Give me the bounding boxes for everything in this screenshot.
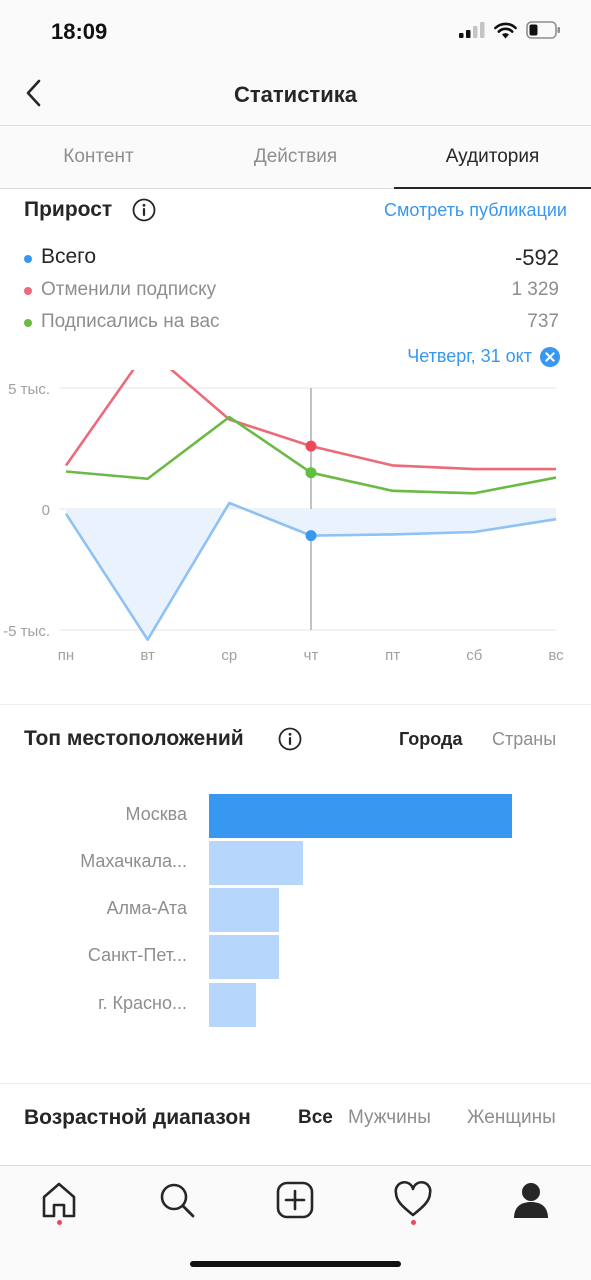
x-tick-label: вс	[548, 647, 564, 664]
battery-icon	[526, 21, 560, 39]
legend-label-total: Всего	[41, 245, 97, 268]
x-tick-label: пн	[58, 647, 74, 664]
age-tab-all[interactable]: Все	[298, 1107, 333, 1128]
age-tab-men[interactable]: Мужчины	[348, 1107, 431, 1128]
y-tick-label: 0	[42, 502, 50, 519]
home-indicator	[190, 1261, 401, 1267]
location-bar-row: Санкт-Пет...	[0, 935, 591, 979]
info-icon[interactable]	[132, 198, 156, 222]
activity-heart-icon[interactable]	[393, 1180, 433, 1220]
toggle-cities[interactable]: Города	[399, 729, 463, 749]
profile-icon[interactable]	[511, 1180, 551, 1220]
legend-value-followed: 737	[527, 311, 559, 332]
selected-date-chip[interactable]: Четверг, 31 окт	[407, 346, 560, 367]
legend-dot-unfollowed	[24, 287, 32, 295]
status-icons	[459, 21, 561, 39]
y-tick-label: 5 тыс.	[8, 381, 50, 398]
location-bar	[209, 888, 279, 932]
section-divider	[0, 1083, 591, 1084]
nav-bar: Статистика	[0, 62, 591, 126]
back-button[interactable]	[18, 76, 52, 110]
location-label: Махачкала...	[80, 851, 187, 871]
add-post-icon[interactable]	[275, 1180, 315, 1220]
series-area	[66, 502, 556, 640]
selected-date-label: Четверг, 31 окт	[407, 346, 532, 366]
legend-label-unfollowed: Отменили подписку	[41, 279, 217, 300]
legend-unfollowed: Отменили подписку 1 329	[24, 277, 559, 305]
growth-chart[interactable]: 5 тыс. 0 -5 тыс. пн вт ср чт пт сб вс	[0, 370, 591, 675]
location-label: Москва	[125, 804, 187, 824]
signal-icon	[459, 22, 485, 38]
see-posts-link[interactable]: Смотреть публикации	[384, 200, 567, 220]
legend-dot-followed	[24, 319, 32, 327]
status-time: 18:09	[51, 19, 108, 44]
search-icon[interactable]	[157, 1180, 197, 1220]
location-bar-row: г. Красно...	[0, 983, 591, 1027]
home-icon[interactable]	[39, 1180, 79, 1220]
growth-title: Прирост	[24, 198, 113, 221]
tab-activity[interactable]: Действия	[253, 146, 338, 167]
x-tick-label: вт	[140, 647, 155, 664]
stats-tabs: Контент Действия Аудитория	[0, 127, 591, 189]
info-icon[interactable]	[278, 727, 302, 751]
locations-title: Топ местоположений	[24, 727, 244, 750]
location-label: г. Красно...	[98, 993, 187, 1013]
bottom-tab-bar	[0, 1165, 591, 1280]
legend-value-unfollowed: 1 329	[511, 279, 559, 300]
close-icon[interactable]	[540, 346, 560, 367]
location-bar-row: Алма-Ата	[0, 888, 591, 932]
x-tick-label: ср	[221, 647, 237, 664]
notification-dot	[57, 1220, 62, 1225]
selected-point	[305, 440, 317, 452]
age-title: Возрастной диапазон	[24, 1106, 251, 1129]
location-label: Санкт-Пет...	[87, 945, 187, 965]
y-tick-label: -5 тыс.	[3, 623, 50, 640]
wifi-icon	[494, 22, 517, 38]
legend-value-total: -592	[514, 245, 559, 270]
status-bar: 18:09	[0, 0, 591, 62]
selected-point	[305, 530, 317, 542]
section-divider	[0, 704, 591, 705]
tab-audience[interactable]: Аудитория	[394, 127, 591, 189]
legend-label-followed: Подписались на вас	[41, 311, 220, 332]
location-bar	[209, 841, 303, 885]
toggle-countries[interactable]: Страны	[492, 729, 557, 749]
legend-followed: Подписались на вас 737	[24, 309, 559, 337]
location-bar	[209, 983, 256, 1027]
notification-dot	[411, 1220, 416, 1225]
x-tick-label: сб	[466, 647, 482, 664]
location-bar-row: Махачкала...	[0, 841, 591, 885]
legend-dot-total	[24, 255, 32, 263]
selected-point	[305, 467, 317, 479]
location-bar	[209, 794, 512, 838]
location-bar	[209, 935, 279, 979]
location-bar-row: Москва	[0, 794, 591, 838]
tab-content[interactable]: Контент	[63, 146, 134, 167]
legend-total: Всего -592	[24, 245, 559, 273]
location-label: Алма-Ата	[106, 898, 187, 918]
x-tick-label: пт	[385, 647, 400, 664]
page-title: Статистика	[234, 82, 357, 107]
x-tick-label: чт	[304, 647, 319, 664]
age-tab-women[interactable]: Женщины	[467, 1107, 556, 1128]
